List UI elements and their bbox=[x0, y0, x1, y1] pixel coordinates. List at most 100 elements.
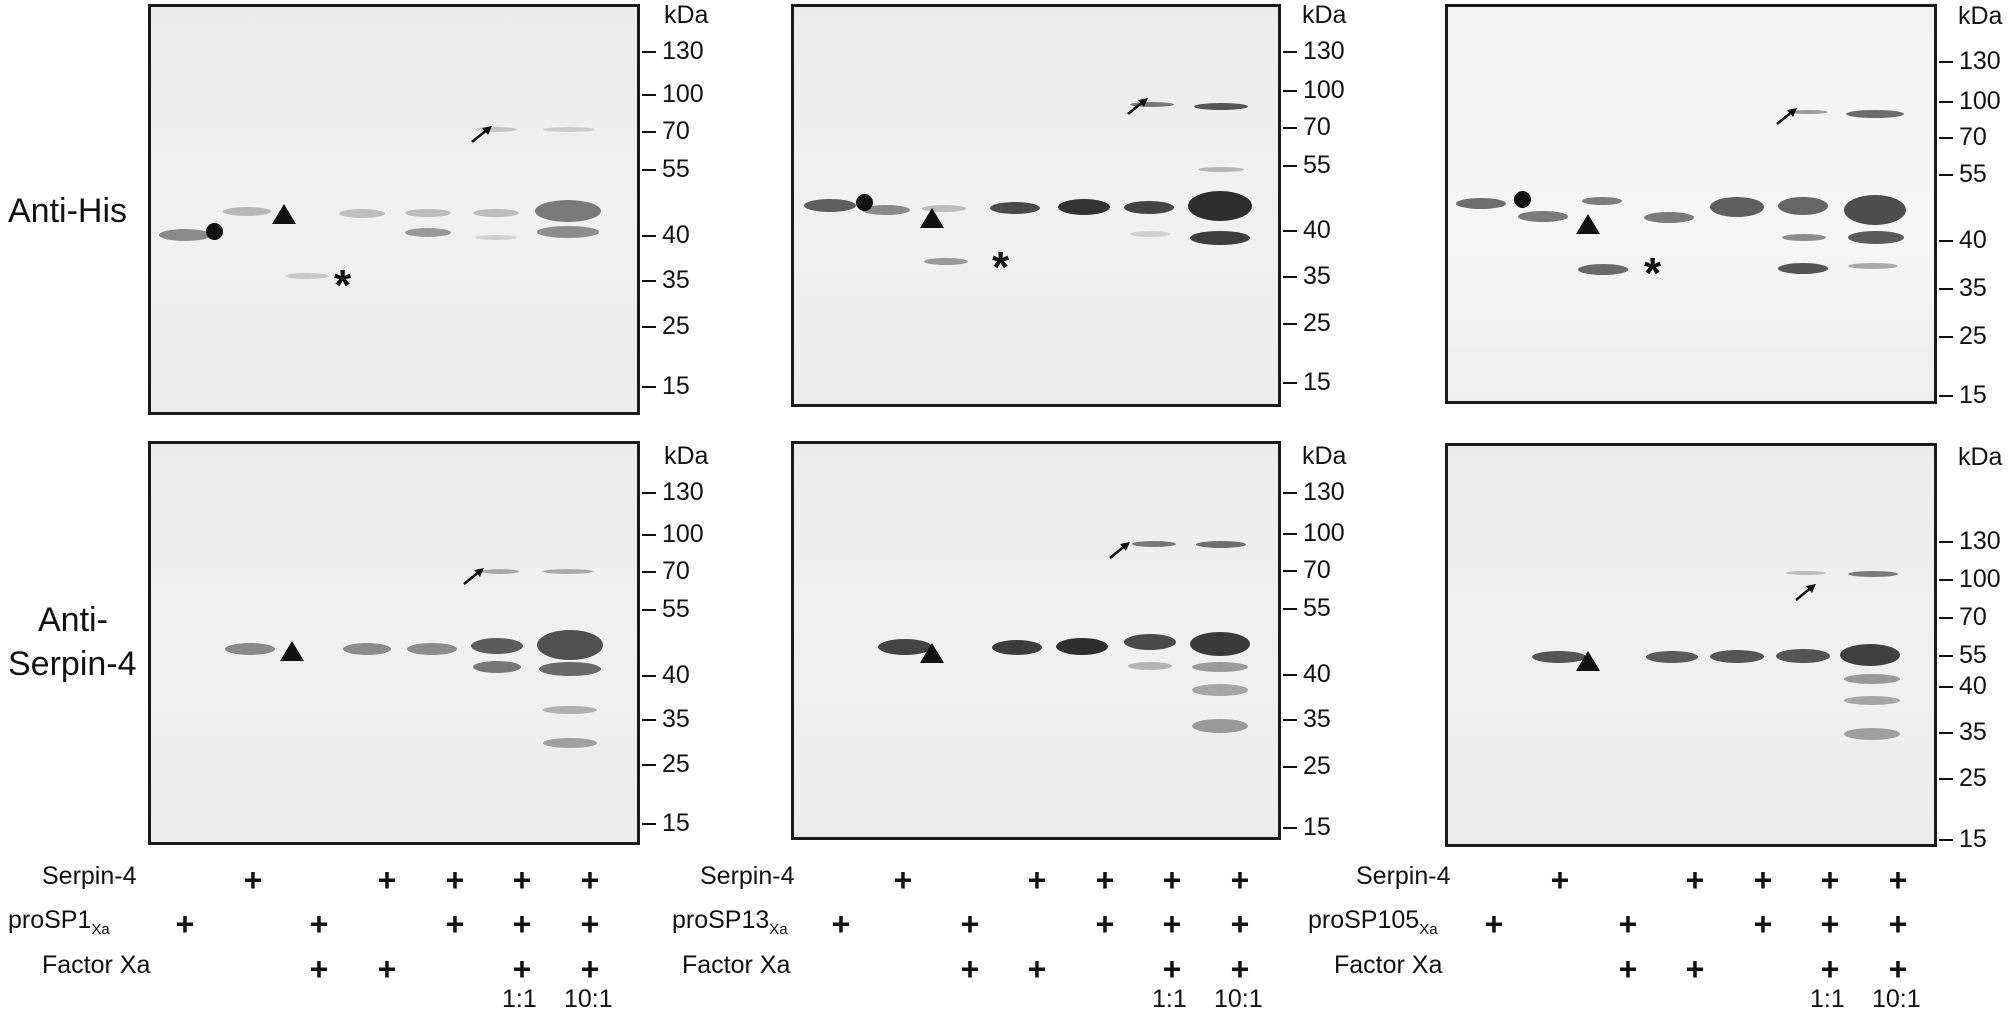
band bbox=[225, 643, 275, 655]
band bbox=[1124, 201, 1174, 214]
band bbox=[159, 229, 211, 241]
band bbox=[1198, 167, 1244, 172]
row-label-anti-his: Anti-His bbox=[8, 192, 128, 230]
band bbox=[1056, 638, 1108, 655]
tick-40: 40 bbox=[1283, 660, 1331, 689]
dot-marker bbox=[856, 194, 873, 211]
row-label-anti-serpin-line1: Anti- bbox=[38, 601, 108, 639]
band bbox=[473, 209, 519, 217]
band bbox=[1844, 195, 1906, 225]
kda-label: kDa bbox=[1958, 443, 2003, 471]
band bbox=[1848, 571, 1898, 577]
band bbox=[407, 643, 457, 655]
band bbox=[1130, 102, 1174, 107]
ratio-label: 10:1 bbox=[1872, 985, 1921, 1013]
triangle-marker bbox=[1576, 214, 1600, 234]
band bbox=[543, 569, 593, 574]
tick-25: 25 bbox=[642, 750, 690, 779]
plus-sign: + bbox=[1753, 906, 1773, 942]
tick-15: 15 bbox=[642, 809, 690, 838]
band bbox=[343, 643, 391, 655]
tick-70: 70 bbox=[1939, 603, 1987, 632]
tick-35: 35 bbox=[642, 705, 690, 734]
band bbox=[1848, 263, 1898, 269]
arrow-icon bbox=[471, 126, 492, 143]
band bbox=[1124, 634, 1176, 650]
label-serpin4: Serpin-4 bbox=[700, 862, 795, 890]
tick-35: 35 bbox=[1283, 705, 1331, 734]
arrow-icon bbox=[1109, 542, 1130, 559]
kda-label: kDa bbox=[1302, 442, 1347, 470]
band bbox=[992, 640, 1042, 655]
plus-sign: + bbox=[960, 906, 980, 942]
label-factor-xa: Factor Xa bbox=[42, 951, 151, 979]
band bbox=[1582, 197, 1622, 205]
plus-sign: + bbox=[1230, 951, 1250, 987]
triangle-marker bbox=[920, 208, 944, 228]
tick-15: 15 bbox=[1939, 381, 1987, 410]
band bbox=[405, 209, 451, 217]
band bbox=[804, 199, 856, 212]
label-protease: proSP13Xa bbox=[672, 906, 788, 938]
tick-130: 130 bbox=[1939, 527, 2001, 556]
band bbox=[1776, 649, 1830, 663]
plus-sign: + bbox=[1095, 862, 1115, 898]
band bbox=[339, 209, 385, 218]
band bbox=[537, 226, 599, 238]
tick-100: 100 bbox=[642, 80, 704, 109]
plus-sign: + bbox=[1618, 951, 1638, 987]
row-label-anti-serpin-line2: Serpin-4 bbox=[8, 645, 137, 683]
plus-sign: + bbox=[1230, 906, 1250, 942]
band bbox=[1128, 662, 1172, 670]
band bbox=[1848, 231, 1904, 244]
tick-130: 130 bbox=[642, 478, 704, 507]
tick-130: 130 bbox=[1939, 47, 2001, 76]
band bbox=[223, 207, 271, 216]
tick-15: 15 bbox=[642, 372, 690, 401]
band bbox=[405, 228, 451, 237]
band bbox=[1778, 263, 1828, 274]
tick-70: 70 bbox=[642, 557, 690, 586]
band bbox=[1786, 571, 1826, 575]
tick-40: 40 bbox=[642, 221, 690, 250]
band bbox=[535, 200, 601, 222]
tick-35: 35 bbox=[1283, 262, 1331, 291]
plus-sign: + bbox=[309, 951, 329, 987]
tick-15: 15 bbox=[1283, 368, 1331, 397]
band bbox=[1130, 231, 1170, 237]
plus-sign: + bbox=[243, 862, 263, 898]
plus-sign: + bbox=[1162, 862, 1182, 898]
arrow-icon bbox=[1795, 584, 1816, 601]
label-protease: proSP105Xa bbox=[1308, 906, 1438, 938]
ratio-label: 10:1 bbox=[1214, 985, 1263, 1013]
kda-label: kDa bbox=[1958, 2, 2003, 30]
triangle-marker bbox=[1576, 651, 1600, 671]
ratio-label: 1:1 bbox=[1152, 985, 1187, 1013]
arrow-icon bbox=[463, 568, 484, 585]
band bbox=[543, 738, 597, 748]
label-serpin4: Serpin-4 bbox=[42, 862, 137, 890]
tick-35: 35 bbox=[1939, 274, 1987, 303]
band bbox=[1844, 728, 1900, 740]
tick-55: 55 bbox=[642, 155, 690, 184]
band bbox=[1846, 110, 1904, 118]
band bbox=[1710, 650, 1764, 663]
asterisk-marker: * bbox=[1644, 249, 1662, 298]
tick-100: 100 bbox=[1939, 565, 2001, 594]
band bbox=[1782, 234, 1826, 241]
plus-sign: + bbox=[512, 906, 532, 942]
kda-label: kDa bbox=[664, 442, 709, 470]
tick-25: 25 bbox=[1283, 309, 1331, 338]
tick-130: 130 bbox=[1283, 37, 1345, 66]
band bbox=[1058, 199, 1110, 215]
plus-sign: + bbox=[1820, 951, 1840, 987]
blot-panel2-anti-serpin bbox=[791, 441, 1281, 840]
band bbox=[924, 258, 968, 265]
plus-sign: + bbox=[377, 951, 397, 987]
label-protease: proSP1Xa bbox=[8, 906, 110, 938]
plus-sign: + bbox=[1820, 862, 1840, 898]
band bbox=[543, 706, 597, 714]
tick-25: 25 bbox=[642, 312, 690, 341]
tick-25: 25 bbox=[1939, 322, 1987, 351]
plus-sign: + bbox=[1618, 906, 1638, 942]
